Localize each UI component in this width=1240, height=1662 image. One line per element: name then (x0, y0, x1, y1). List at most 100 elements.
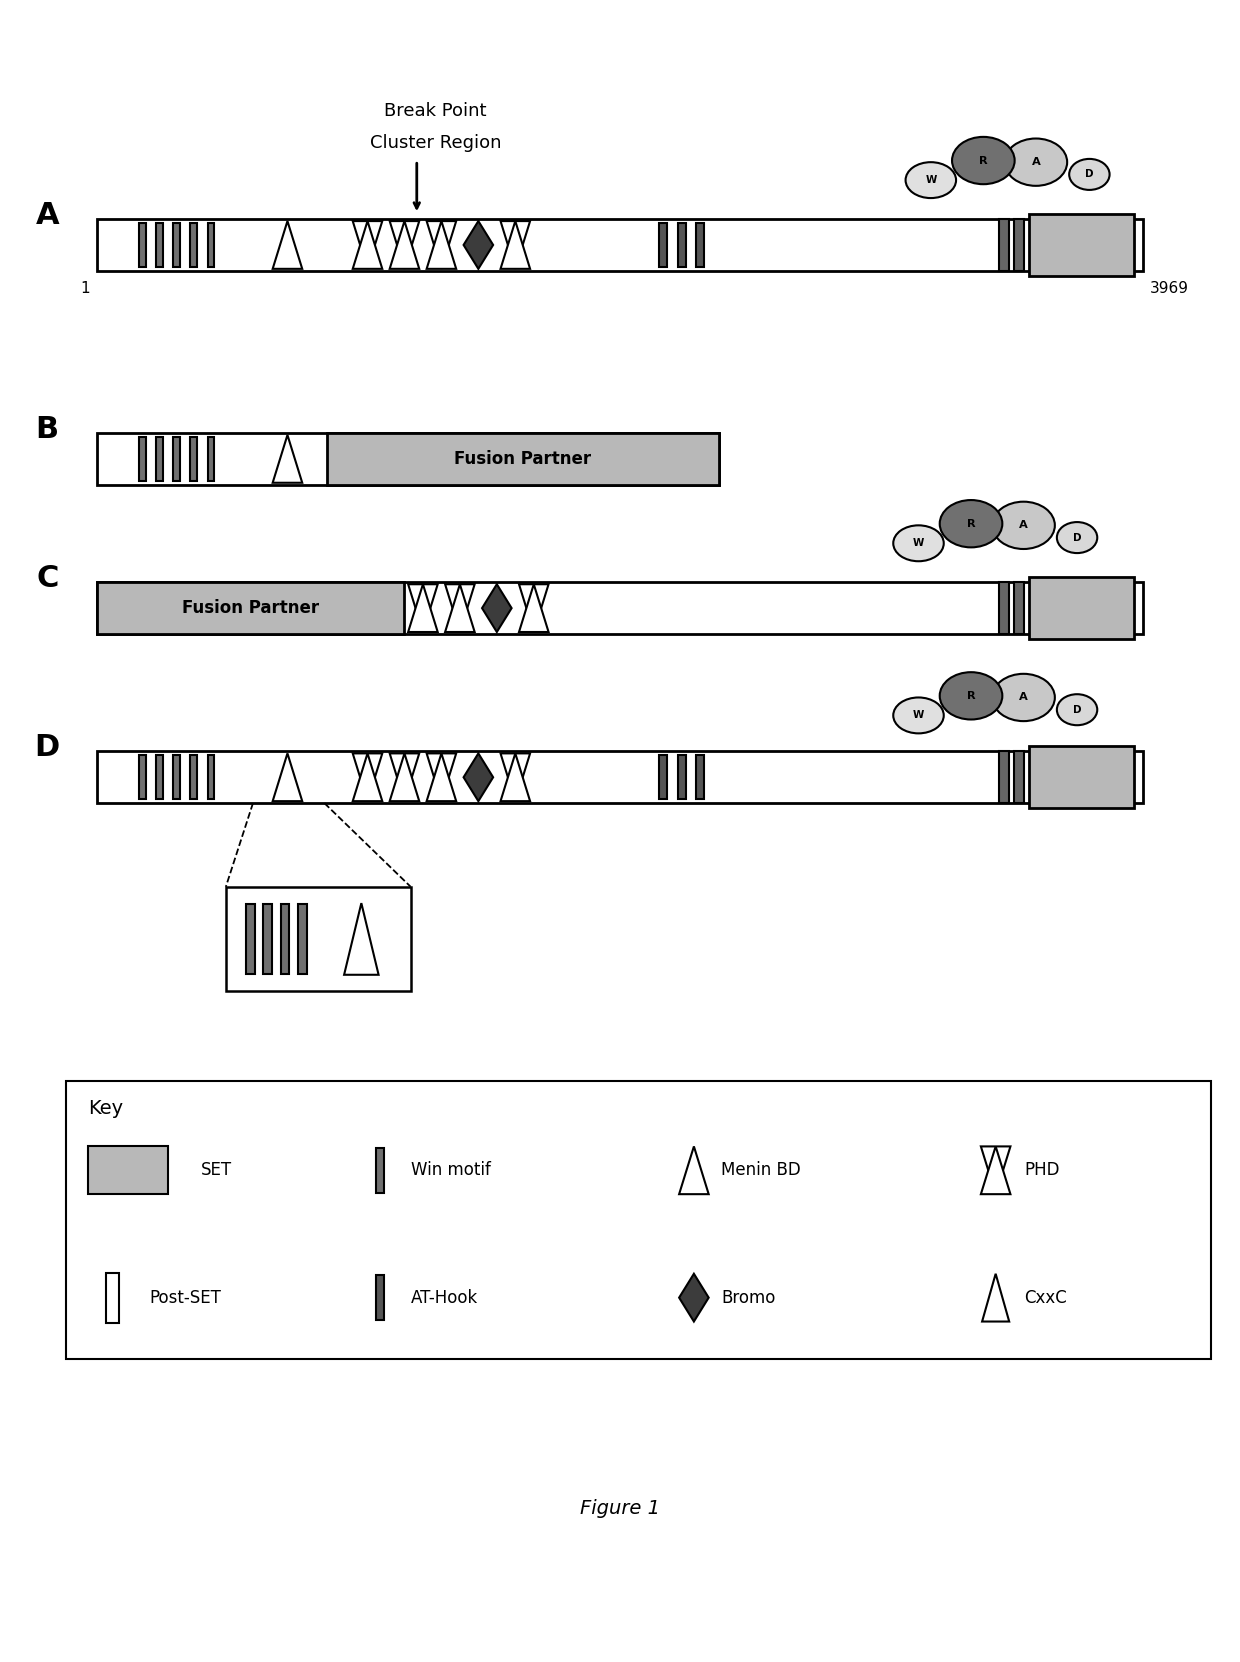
Text: Win motif: Win motif (410, 1162, 491, 1180)
Bar (1014, 219, 1024, 271)
Polygon shape (273, 753, 303, 801)
Polygon shape (273, 221, 303, 269)
Text: D: D (35, 733, 60, 761)
Ellipse shape (1056, 695, 1097, 725)
Bar (677, 756, 686, 799)
Bar (191, 437, 197, 480)
Bar (174, 437, 180, 480)
Ellipse shape (893, 698, 944, 733)
Bar (660, 756, 667, 799)
Text: W: W (925, 175, 936, 184)
Bar (1029, 214, 1133, 276)
Text: C: C (36, 563, 58, 593)
Polygon shape (352, 221, 382, 269)
Bar (156, 223, 162, 268)
Bar (174, 223, 180, 268)
Bar (139, 223, 145, 268)
Bar (660, 223, 667, 268)
Bar (156, 756, 162, 799)
Text: PHD: PHD (1024, 1162, 1059, 1180)
Ellipse shape (992, 673, 1055, 721)
Bar (376, 1275, 384, 1320)
Bar (207, 223, 215, 268)
Text: Menin BD: Menin BD (720, 1162, 801, 1180)
Bar (677, 223, 686, 268)
Polygon shape (352, 753, 382, 801)
Ellipse shape (940, 671, 1002, 720)
Polygon shape (389, 753, 419, 801)
Text: R: R (967, 519, 976, 529)
Polygon shape (501, 221, 529, 269)
Bar (191, 223, 197, 268)
Polygon shape (680, 1273, 709, 1321)
Bar (97, 751, 1143, 803)
Polygon shape (464, 753, 494, 801)
Polygon shape (680, 1147, 709, 1195)
Polygon shape (352, 753, 382, 801)
Bar (97, 219, 1143, 271)
Text: A: A (1032, 158, 1040, 168)
Polygon shape (408, 585, 438, 632)
Bar (207, 437, 215, 480)
Text: W: W (913, 710, 924, 720)
Bar (226, 888, 410, 991)
Bar (1029, 746, 1133, 808)
Polygon shape (445, 585, 475, 632)
Bar (88, 1147, 167, 1195)
Polygon shape (427, 221, 456, 269)
Text: Key: Key (88, 1099, 123, 1117)
Text: 1: 1 (81, 281, 91, 296)
Polygon shape (408, 585, 438, 632)
Polygon shape (427, 753, 456, 801)
Polygon shape (482, 585, 512, 632)
Bar (263, 904, 272, 974)
Bar (247, 904, 254, 974)
Polygon shape (981, 1147, 1011, 1195)
Polygon shape (501, 753, 529, 801)
Polygon shape (520, 585, 548, 632)
Bar (107, 1273, 119, 1323)
Bar (999, 751, 1009, 803)
Text: A: A (36, 201, 60, 229)
Text: A: A (1019, 693, 1028, 703)
Text: R: R (967, 691, 976, 701)
Text: AT-Hook: AT-Hook (410, 1288, 477, 1306)
Text: Post-SET: Post-SET (150, 1288, 222, 1306)
Polygon shape (520, 585, 548, 632)
Polygon shape (389, 753, 419, 801)
Polygon shape (427, 753, 456, 801)
Text: D: D (1073, 532, 1081, 542)
Bar (207, 756, 215, 799)
Bar (191, 756, 197, 799)
Bar (999, 219, 1009, 271)
Polygon shape (981, 1147, 1011, 1195)
Text: 3969: 3969 (1149, 281, 1189, 296)
Ellipse shape (1069, 160, 1110, 189)
Text: A: A (1019, 520, 1028, 530)
Text: Figure 1: Figure 1 (580, 1499, 660, 1517)
Ellipse shape (940, 500, 1002, 547)
Polygon shape (427, 221, 456, 269)
Text: R: R (980, 156, 987, 166)
Polygon shape (273, 435, 303, 482)
Text: D: D (1085, 170, 1094, 179)
Ellipse shape (1056, 522, 1097, 553)
Text: W: W (913, 538, 924, 548)
Bar (280, 904, 289, 974)
Polygon shape (389, 221, 419, 269)
Polygon shape (982, 1273, 1009, 1321)
Text: Fusion Partner: Fusion Partner (454, 450, 591, 469)
Polygon shape (464, 221, 494, 269)
Ellipse shape (905, 163, 956, 198)
Polygon shape (352, 221, 382, 269)
Polygon shape (445, 585, 475, 632)
Bar (97, 434, 718, 485)
Text: Fusion Partner: Fusion Partner (182, 598, 319, 617)
Bar (97, 582, 1143, 633)
Polygon shape (345, 902, 378, 976)
Bar (327, 434, 718, 485)
Bar (696, 756, 704, 799)
Polygon shape (501, 753, 529, 801)
Bar (156, 437, 162, 480)
Bar (696, 223, 704, 268)
